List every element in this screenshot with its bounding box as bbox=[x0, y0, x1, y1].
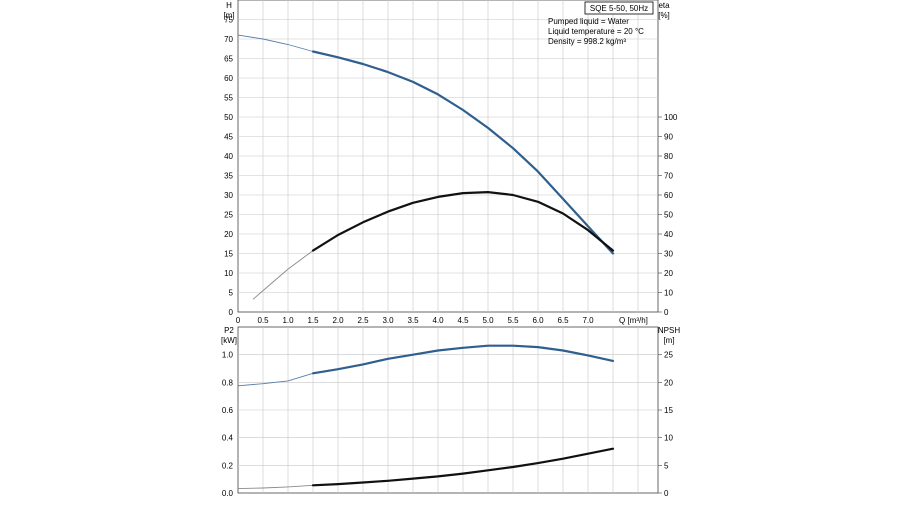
grid bbox=[237, 0, 662, 494]
y-right-tick-top: 90 bbox=[664, 133, 673, 142]
series-top-head-extrapolated bbox=[237, 34, 314, 52]
y-right-tick-top: 40 bbox=[664, 230, 673, 239]
series-top-efficiency-extrapolated bbox=[252, 250, 314, 300]
x-tick-label: 1.0 bbox=[282, 316, 294, 325]
x-tick-label: 7.0 bbox=[582, 316, 594, 325]
tick-labels: 0510152025303540455055606570750102030405… bbox=[222, 16, 678, 499]
y-right-tick-top: 70 bbox=[664, 172, 673, 181]
y-left-unit-bottom: [kW] bbox=[221, 336, 237, 345]
x-tick-label: 6.0 bbox=[532, 316, 544, 325]
y-left-tick-top: 55 bbox=[224, 94, 233, 103]
info-liquid: Pumped liquid = Water bbox=[548, 17, 629, 26]
y-left-tick-top: 50 bbox=[224, 113, 233, 122]
y-left-unit-top: [m] bbox=[223, 11, 234, 20]
y-right-label-bottom: NPSH bbox=[658, 326, 680, 335]
y-left-tick-top: 75 bbox=[224, 16, 233, 25]
x-tick-label: 0.5 bbox=[257, 316, 269, 325]
y-right-tick-top: 50 bbox=[664, 211, 673, 220]
x-tick-label: 1.5 bbox=[307, 316, 319, 325]
y-left-tick-top: 10 bbox=[224, 269, 233, 278]
y-left-tick-bottom: 0.6 bbox=[222, 406, 234, 415]
y-right-unit-top: [%] bbox=[658, 11, 670, 20]
y-right-tick-top: 30 bbox=[664, 250, 673, 259]
info-density: Density = 998.2 kg/m³ bbox=[548, 37, 626, 46]
y-left-tick-top: 20 bbox=[224, 230, 233, 239]
x-axis-label: Q [m³/h] bbox=[619, 316, 648, 325]
y-right-tick-bottom: 25 bbox=[664, 351, 673, 360]
y-left-tick-bottom: 0.8 bbox=[222, 378, 234, 387]
x-tick-label: 3.5 bbox=[407, 316, 419, 325]
x-tick-label: 0 bbox=[236, 316, 241, 325]
x-tick-label: 5.5 bbox=[507, 316, 519, 325]
x-tick-label: 4.0 bbox=[432, 316, 444, 325]
y-right-tick-top: 100 bbox=[664, 113, 678, 122]
y-left-tick-top: 5 bbox=[229, 289, 234, 298]
y-left-tick-top: 15 bbox=[224, 250, 233, 259]
y-right-tick-bottom: 10 bbox=[664, 434, 673, 443]
y-left-tick-top: 35 bbox=[224, 172, 233, 181]
y-left-tick-top: 70 bbox=[224, 35, 233, 44]
series-bottom-efficiency bbox=[311, 447, 615, 487]
y-right-tick-top: 20 bbox=[664, 269, 673, 278]
y-right-tick-top: 80 bbox=[664, 152, 673, 161]
y-right-tick-bottom: 5 bbox=[664, 461, 669, 470]
x-tick-label: 5.0 bbox=[482, 316, 494, 325]
y-left-tick-bottom: 1.0 bbox=[222, 351, 234, 360]
y-right-tick-bottom: 15 bbox=[664, 406, 673, 415]
y-left-tick-top: 30 bbox=[224, 191, 233, 200]
chart-title: SQE 5-50, 50Hz bbox=[590, 4, 648, 13]
y-left-label-bottom: P2 bbox=[224, 326, 234, 335]
series-top-head bbox=[311, 50, 615, 255]
x-tick-label: 2.0 bbox=[332, 316, 344, 325]
x-tick-label: 6.5 bbox=[557, 316, 569, 325]
x-tick-label: 2.5 bbox=[357, 316, 369, 325]
y-right-unit-bottom: [m] bbox=[663, 336, 674, 345]
info-temperature: Liquid temperature = 20 °C bbox=[548, 27, 644, 36]
title-box bbox=[584, 1, 654, 15]
y-left-tick-top: 25 bbox=[224, 211, 233, 220]
y-right-tick-top: 0 bbox=[664, 308, 669, 317]
y-right-tick-top: 10 bbox=[664, 289, 673, 298]
y-left-tick-top: 0 bbox=[229, 308, 234, 317]
y-left-tick-bottom: 0.4 bbox=[222, 434, 234, 443]
y-left-tick-top: 45 bbox=[224, 133, 233, 142]
y-left-tick-top: 40 bbox=[224, 152, 233, 161]
y-right-tick-bottom: 0 bbox=[664, 489, 669, 498]
y-left-tick-bottom: 0.0 bbox=[222, 489, 234, 498]
y-right-tick-top: 60 bbox=[664, 191, 673, 200]
y-left-tick-bottom: 0.2 bbox=[222, 461, 234, 470]
series-top-efficiency bbox=[311, 191, 615, 252]
y-left-tick-top: 65 bbox=[224, 55, 233, 64]
y-right-tick-bottom: 20 bbox=[664, 378, 673, 387]
series-bottom-head-extrapolated bbox=[237, 372, 314, 387]
y-left-label-top: H bbox=[226, 1, 232, 10]
y-left-tick-top: 60 bbox=[224, 74, 233, 83]
series-bottom-efficiency-extrapolated bbox=[237, 484, 314, 490]
x-tick-label: 3.0 bbox=[382, 316, 394, 325]
series bbox=[237, 34, 615, 490]
series-bottom-head bbox=[311, 344, 615, 375]
x-tick-label: 4.5 bbox=[457, 316, 469, 325]
y-right-label-top: eta bbox=[658, 1, 670, 10]
